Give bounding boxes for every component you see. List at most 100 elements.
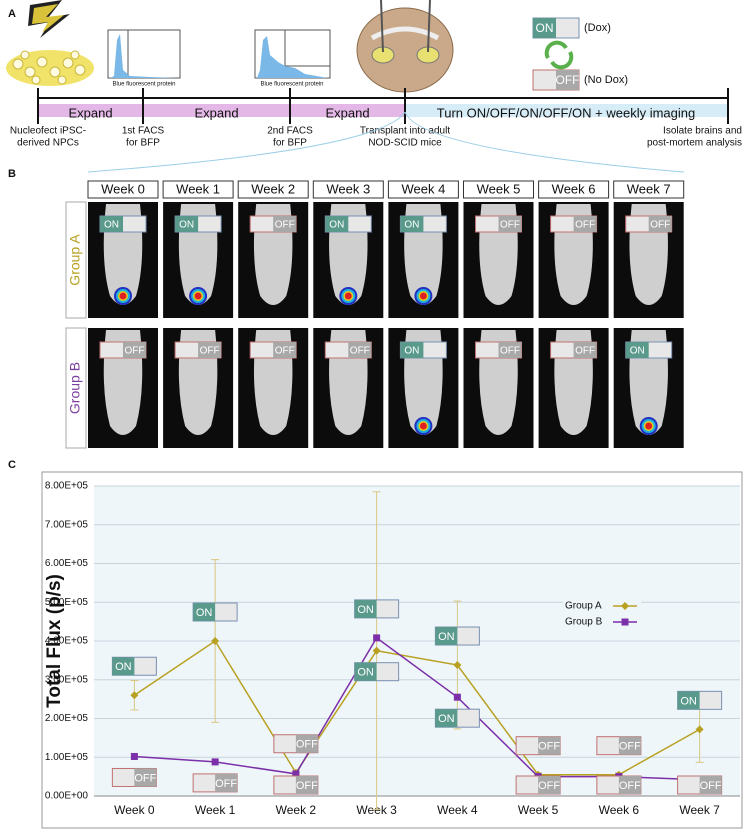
switch-knob [533, 18, 556, 38]
switch-icon: OFF [475, 215, 522, 233]
point-marker [130, 691, 139, 700]
switch-label: ON [630, 346, 645, 357]
switch-icon: OFF [515, 736, 561, 756]
dox-label: (Dox) [584, 22, 611, 34]
switch-label: OFF [200, 346, 220, 357]
group-label: Group B [67, 362, 83, 414]
switch-label: ON [438, 713, 455, 725]
switch-knob [273, 216, 297, 232]
week-header [613, 180, 685, 199]
switch-knob [273, 342, 297, 358]
phase-label: Expand [68, 105, 112, 120]
switch-knob [677, 691, 700, 710]
switch-knob [354, 599, 377, 618]
switch-knob [198, 342, 222, 358]
switch-knob [400, 216, 424, 232]
callout-line [87, 111, 406, 173]
phase-label: Expand [325, 105, 369, 120]
switch-icon: ON [174, 215, 222, 233]
switch-label: OFF [575, 346, 595, 357]
switch-icon: ON [532, 17, 580, 39]
x-tick-label: Week 0 [114, 803, 155, 817]
switch-label: ON [404, 220, 419, 231]
switch-label: ON [179, 220, 194, 231]
milestone-label: 2nd FACS [267, 126, 313, 137]
x-tick-label: Week 3 [356, 803, 397, 817]
switch-icon: OFF [174, 341, 222, 359]
switch-icon: ON [434, 708, 480, 728]
switch-icon: ON [354, 662, 400, 682]
switch-icon: OFF [625, 215, 673, 233]
switch-label: ON [680, 695, 697, 707]
point-marker [373, 634, 381, 642]
switch-label: ON [115, 661, 132, 673]
week-label: Week 2 [251, 181, 295, 196]
switch-label: OFF [575, 220, 595, 231]
switch-icon: ON [434, 626, 480, 646]
switch-label: OFF [134, 772, 156, 784]
switch-label: OFF [619, 780, 641, 792]
switch-icon: OFF [273, 734, 319, 754]
switch-icon: OFF [550, 341, 598, 359]
switch-icon: ON [399, 341, 447, 359]
switch-icon: OFF [192, 773, 238, 793]
signal-blob [645, 422, 653, 430]
group-label: Group A [67, 234, 83, 286]
switch-icon: OFF [99, 341, 147, 359]
week-label: Week 4 [401, 181, 445, 196]
x-tick-label: Week 6 [599, 803, 640, 817]
legend-label: Group A [565, 601, 602, 612]
switch-icon: ON [192, 602, 238, 622]
milestone-label: NOD-SCID mice [368, 138, 442, 149]
switch-label: OFF [296, 780, 318, 792]
signal-blob [119, 292, 127, 300]
week-label: Week 6 [552, 181, 596, 196]
week-header [387, 180, 459, 199]
panel-label: B [8, 168, 16, 180]
week-label: Week 3 [326, 181, 370, 196]
switch-icon: OFF [111, 767, 157, 787]
switch-label: ON [104, 220, 119, 231]
switch-label: OFF [215, 778, 237, 790]
imaging-phase [405, 104, 728, 117]
switch-knob [498, 216, 522, 232]
legend-marker [621, 618, 629, 626]
switch-knob [648, 216, 672, 232]
signal-blob [344, 292, 352, 300]
switch-icon: ON [677, 690, 723, 710]
switch-knob [625, 342, 649, 358]
histogram-label: Blue fluorescent protein [112, 82, 175, 88]
point-marker [453, 661, 462, 670]
switch-knob [573, 216, 597, 232]
y-tick-label: 8.00E+05 [45, 481, 89, 492]
week-label: Week 1 [176, 181, 220, 196]
week-label: Week 5 [477, 181, 521, 196]
point-marker [695, 725, 704, 734]
no-dox-label: (No Dox) [584, 74, 628, 86]
switch-icon: ON [354, 599, 400, 619]
milestone-label: Transplant into adult [360, 126, 450, 137]
switch-label: ON [536, 21, 554, 35]
switch-label: OFF [619, 741, 641, 753]
week-label: Week 7 [627, 181, 671, 196]
switch-icon: OFF [532, 69, 580, 91]
switch-icon: ON [99, 215, 147, 233]
histogram-label: Blue fluorescent protein [260, 82, 323, 88]
switch-label: OFF [538, 780, 560, 792]
switch-label: OFF [538, 741, 560, 753]
x-tick-label: Week 1 [195, 803, 236, 817]
switch-knob [538, 776, 561, 794]
panel-label: C [8, 459, 16, 471]
switch-icon: ON [399, 215, 447, 233]
switch-label: OFF [700, 780, 722, 792]
switch-icon: OFF [596, 775, 642, 795]
switch-knob [400, 342, 424, 358]
group-box [65, 327, 87, 449]
y-tick-label: 1.00E+05 [45, 752, 89, 763]
legend-marker [621, 602, 629, 610]
point-marker [130, 752, 138, 760]
switch-knob [538, 736, 561, 755]
switch-label: ON [357, 604, 374, 616]
y-tick-label: 6.00E+05 [45, 558, 89, 569]
switch-label: OFF [296, 739, 318, 751]
